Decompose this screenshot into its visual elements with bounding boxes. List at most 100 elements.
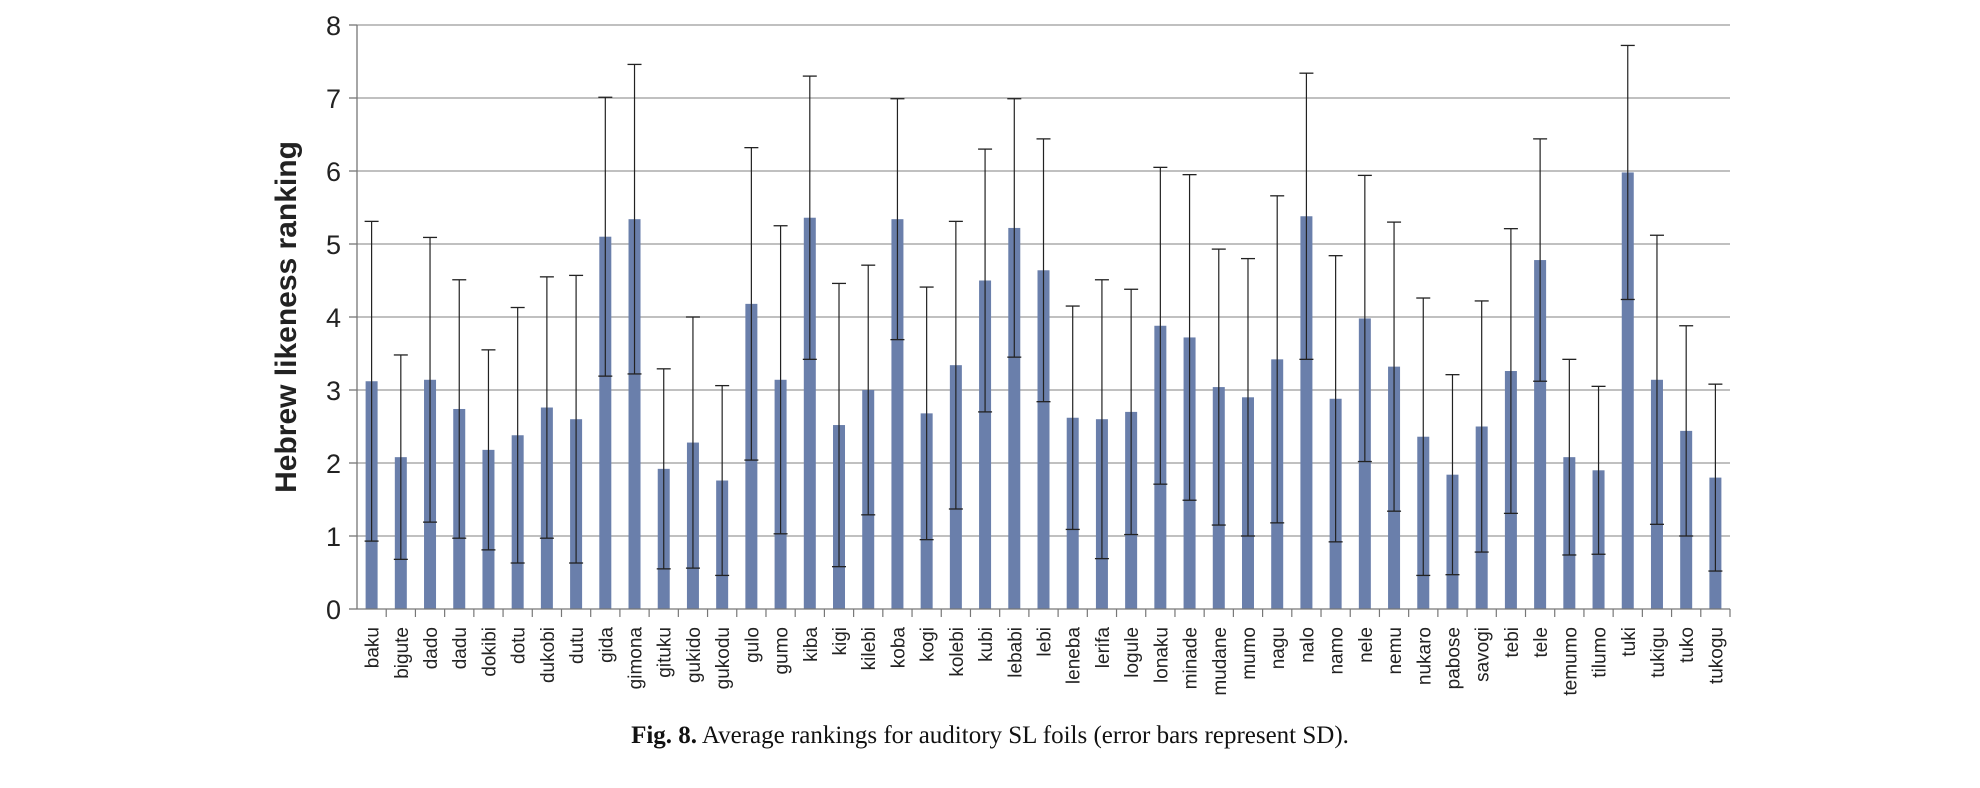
x-tick-label-kolebi: kolebi xyxy=(947,627,968,677)
y-tick-label: 3 xyxy=(326,376,341,406)
x-tick-label-mudane: mudane xyxy=(1210,627,1231,696)
x-tick-label-nele: nele xyxy=(1356,627,1377,663)
error-bar-koba xyxy=(890,98,905,341)
error-bar-gimona xyxy=(627,63,642,375)
x-tick-labels: baku bigute dado dadu dokibi dotu dukobi dutu gi… xyxy=(363,627,1728,696)
error-bar-dokibi xyxy=(481,349,496,551)
x-tick-label-lebi: lebi xyxy=(1035,627,1056,657)
y-tick-label: 6 xyxy=(326,157,341,187)
x-tick-label-gituku: gituku xyxy=(655,627,676,678)
x-tick-label-nalo: nalo xyxy=(1297,627,1318,663)
x-tick-label-kubi: kubi xyxy=(976,627,997,662)
error-bar-nagu xyxy=(1270,195,1285,524)
bar-nele xyxy=(1358,318,1371,609)
y-tick-label: 4 xyxy=(326,303,341,333)
bar-nalo xyxy=(1300,216,1313,609)
error-bar-kolebi xyxy=(948,220,963,510)
error-bars xyxy=(364,44,1723,577)
x-tick-label-bigute: bigute xyxy=(392,627,413,679)
x-tick-label-tilumo: tilumo xyxy=(1590,627,1611,678)
error-bar-lonaku xyxy=(1153,166,1168,485)
bar-kubi xyxy=(979,280,992,609)
error-bar-gumo xyxy=(773,225,788,535)
x-tick-label-nagu: nagu xyxy=(1268,627,1289,669)
caption-text: Average rankings for auditory SL foils (… xyxy=(701,722,1349,749)
error-bar-gituku xyxy=(656,368,671,570)
y-axis-label: Hebrew likeness ranking xyxy=(270,141,303,493)
error-bar-kogi xyxy=(919,286,934,541)
error-bar-namo xyxy=(1328,255,1343,543)
bar-lebi xyxy=(1037,270,1050,609)
y-tick-label: 5 xyxy=(326,230,341,260)
x-tick-label-gimona: gimona xyxy=(626,627,647,690)
error-bar-mumo xyxy=(1240,257,1255,537)
x-tick-label-tukogu: tukogu xyxy=(1706,627,1727,684)
figure-caption: Fig. 8. Average rankings for auditory SL… xyxy=(0,722,1980,750)
error-bar-savogi xyxy=(1474,300,1489,553)
error-bar-gulo xyxy=(744,146,759,461)
x-tick-label-lonaku: lonaku xyxy=(1151,627,1172,683)
error-bar-minade xyxy=(1182,173,1197,501)
error-bar-mudane xyxy=(1211,248,1226,526)
bar-gimona xyxy=(628,219,641,609)
bar-kiba xyxy=(803,217,816,609)
x-tick-label-minade: minade xyxy=(1181,627,1202,689)
error-bar-kubi xyxy=(978,148,993,413)
axes xyxy=(349,24,1731,617)
x-tick-label-nukaro: nukaro xyxy=(1414,627,1435,685)
error-bar-pabose xyxy=(1445,374,1460,576)
x-tick-label-gulo: gulo xyxy=(742,627,763,663)
y-tick-label: 1 xyxy=(326,522,341,552)
error-bar-nukaro xyxy=(1416,297,1431,577)
error-bar-dutu xyxy=(569,274,584,564)
error-bar-kilebi xyxy=(861,264,876,516)
x-tick-label-baku: baku xyxy=(363,627,384,668)
error-bar-tuko xyxy=(1679,325,1694,537)
error-bar-leneba xyxy=(1065,305,1080,531)
error-bar-lerifa xyxy=(1094,279,1109,560)
x-tick-label-namo: namo xyxy=(1327,627,1348,675)
error-bar-tuki xyxy=(1620,44,1635,301)
x-tick-label-savogi: savogi xyxy=(1473,627,1494,682)
error-bar-nemu xyxy=(1387,221,1402,512)
x-tick-label-dadu: dadu xyxy=(450,627,471,669)
x-tick-label-pabose: pabose xyxy=(1443,627,1464,689)
x-tick-label-tukigu: tukigu xyxy=(1648,627,1669,678)
error-bar-logule xyxy=(1124,288,1139,536)
error-bar-tilumo xyxy=(1591,385,1606,555)
error-bar-tukogu xyxy=(1708,383,1723,572)
error-bar-gukido xyxy=(685,316,700,569)
error-bar-dadu xyxy=(452,279,467,539)
x-tick-label-dado: dado xyxy=(421,627,442,669)
x-tick-label-gukodu: gukodu xyxy=(713,627,734,689)
error-bar-tele xyxy=(1533,138,1548,382)
error-bar-gukodu xyxy=(715,384,730,577)
error-bar-gida xyxy=(598,96,613,377)
x-tick-label-mumo: mumo xyxy=(1239,627,1260,680)
caption-label: Fig. 8. xyxy=(631,722,698,749)
bar-tele xyxy=(1534,260,1547,609)
x-tick-label-dotu: dotu xyxy=(509,627,530,664)
error-bar-dotu xyxy=(510,306,525,564)
x-tick-label-dokibi: dokibi xyxy=(479,627,500,677)
error-bar-dukobi xyxy=(539,276,554,539)
x-tick-label-gumo: gumo xyxy=(772,627,793,675)
x-tick-label-kiba: kiba xyxy=(801,627,822,662)
x-tick-label-kigi: kigi xyxy=(830,627,851,656)
x-tick-label-leneba: leneba xyxy=(1064,627,1085,684)
error-bar-temumo xyxy=(1562,358,1577,556)
x-tick-label-dukobi: dukobi xyxy=(538,627,559,683)
error-bar-kigi xyxy=(832,282,847,568)
error-bar-bigute xyxy=(393,354,408,561)
x-tick-label-kilebi: kilebi xyxy=(859,627,880,670)
x-tick-label-gukido: gukido xyxy=(684,627,705,683)
bars xyxy=(365,172,1722,609)
x-tick-label-lebabi: lebabi xyxy=(1005,627,1026,678)
error-bar-nele xyxy=(1357,174,1372,463)
y-tick-label: 7 xyxy=(326,84,341,114)
x-tick-label-lerifa: lerifa xyxy=(1093,627,1114,669)
x-tick-label-tebi: tebi xyxy=(1502,627,1523,658)
x-tick-label-kogi: kogi xyxy=(918,627,939,662)
x-tick-label-logule: logule xyxy=(1122,627,1143,678)
